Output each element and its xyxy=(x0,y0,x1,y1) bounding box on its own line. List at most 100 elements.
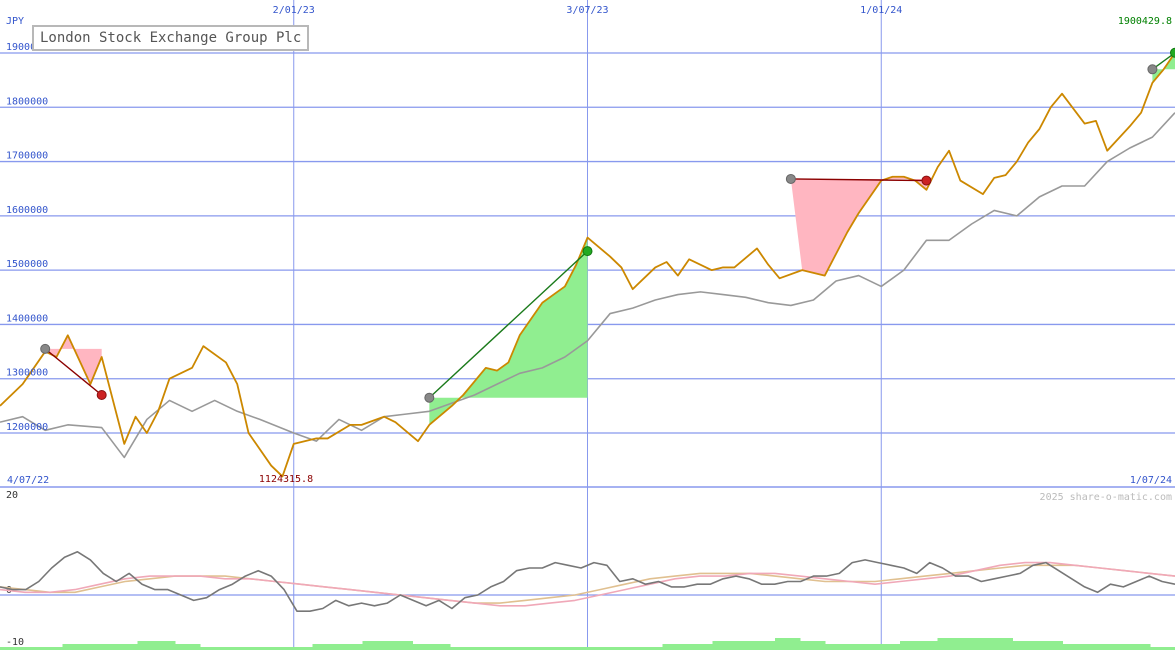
trade-exit-marker xyxy=(582,246,593,257)
histogram-bar xyxy=(1137,644,1151,650)
histogram-bar xyxy=(0,647,13,650)
histogram-bar xyxy=(962,638,976,650)
histogram-bar xyxy=(525,647,538,650)
histogram-bar xyxy=(875,644,888,650)
momentum-line xyxy=(0,550,1175,613)
histogram-bar xyxy=(1062,644,1076,650)
histogram-bar xyxy=(1162,647,1175,650)
credit-label: 2025 share-o-matic.com xyxy=(1040,492,1172,503)
min-value-label: 1124315.8 xyxy=(259,474,313,485)
y-tick-label: 1300000 xyxy=(6,368,48,379)
histogram-bar xyxy=(237,647,251,650)
trade-entry-marker xyxy=(424,392,435,403)
histogram-bar xyxy=(650,647,663,650)
histogram-bar xyxy=(637,647,651,650)
histogram-bar xyxy=(425,644,438,650)
histogram-bar xyxy=(262,647,276,650)
histogram-bar xyxy=(800,641,813,650)
histogram-bar xyxy=(362,641,376,650)
histogram-bar xyxy=(1037,641,1051,650)
histogram-bar xyxy=(1100,644,1113,650)
y-tick-label: 1600000 xyxy=(6,205,48,216)
trade-fills xyxy=(45,52,1175,425)
histogram-bar xyxy=(187,644,201,650)
histogram-bar xyxy=(125,644,138,650)
trade-markers xyxy=(40,47,1175,403)
histogram-bar xyxy=(575,647,588,650)
histogram-bar xyxy=(50,647,63,650)
histogram-bar xyxy=(87,644,101,650)
histogram-bar xyxy=(1025,641,1038,650)
histogram-bar xyxy=(150,641,163,650)
y-tick-label: 1700000 xyxy=(6,151,48,162)
histogram-bar xyxy=(337,644,351,650)
histogram-bar xyxy=(687,644,701,650)
histogram-bar xyxy=(437,644,451,650)
histogram-bar xyxy=(562,647,576,650)
histogram-bar xyxy=(1150,647,1163,650)
histogram-bar xyxy=(400,641,413,650)
histogram-bar xyxy=(787,638,801,650)
histogram-bar xyxy=(1000,638,1013,650)
trade-entry-marker xyxy=(40,343,51,354)
trade-entry-marker xyxy=(785,173,796,184)
y-tick-label: 1200000 xyxy=(6,422,48,433)
histogram-bar xyxy=(912,641,926,650)
trade-exit-marker xyxy=(1170,47,1175,58)
osc-y-tick: 20 xyxy=(6,490,18,501)
price-lines xyxy=(0,52,1175,478)
histogram-bar xyxy=(775,638,788,650)
histogram-bar xyxy=(450,647,463,650)
histogram-bar xyxy=(350,644,363,650)
histogram-bar xyxy=(312,644,326,650)
histogram-bar xyxy=(487,647,501,650)
histogram-bar xyxy=(100,644,113,650)
signal-fast-line xyxy=(0,561,1175,607)
histogram-bar xyxy=(500,647,513,650)
histogram-bar xyxy=(887,644,901,650)
trade-line xyxy=(790,178,927,182)
histogram-bar xyxy=(62,644,76,650)
x-tick-label: 1/01/24 xyxy=(860,5,902,16)
histogram-bar xyxy=(137,641,151,650)
histogram-bar xyxy=(862,644,876,650)
histogram-bar xyxy=(462,647,476,650)
histogram-bar xyxy=(175,644,188,650)
y-tick-label: 1500000 xyxy=(6,259,48,270)
histogram-bar xyxy=(1112,644,1126,650)
y-tick-label: 1900000 xyxy=(6,42,48,53)
histogram-bar xyxy=(25,647,38,650)
trade-exit-marker xyxy=(921,175,932,186)
histogram-bar xyxy=(725,641,738,650)
histogram-bar xyxy=(37,647,51,650)
histogram-bar xyxy=(112,644,126,650)
histogram-bar xyxy=(300,647,313,650)
currency-label: JPY xyxy=(6,16,24,27)
y-tick-label: 1800000 xyxy=(6,96,48,107)
histogram-bar xyxy=(275,647,288,650)
trade-line xyxy=(44,348,103,396)
histogram-bar xyxy=(475,647,488,650)
histogram-bar xyxy=(662,644,676,650)
histogram-bar xyxy=(700,644,713,650)
trade-exit-marker xyxy=(96,390,107,400)
x-tick-label: 2/01/23 xyxy=(273,5,315,16)
histogram-bar xyxy=(837,644,851,650)
histogram-bar xyxy=(162,641,176,650)
histogram-bar xyxy=(712,641,726,650)
x-tick-label: 4/07/22 xyxy=(7,475,49,486)
trade-entry-marker xyxy=(1147,64,1158,75)
histogram-bar xyxy=(750,641,763,650)
histogram-bar xyxy=(12,647,26,650)
trade-fill xyxy=(790,176,927,276)
histogram-bar xyxy=(1050,641,1063,650)
histogram-bar xyxy=(1012,641,1026,650)
histogram-bar xyxy=(325,644,338,650)
histogram-bar xyxy=(675,644,688,650)
histogram-bar xyxy=(737,641,751,650)
histogram-bar xyxy=(762,641,776,650)
histogram-bar xyxy=(975,638,988,650)
histogram-bar xyxy=(287,647,301,650)
histogram-bar xyxy=(225,647,238,650)
